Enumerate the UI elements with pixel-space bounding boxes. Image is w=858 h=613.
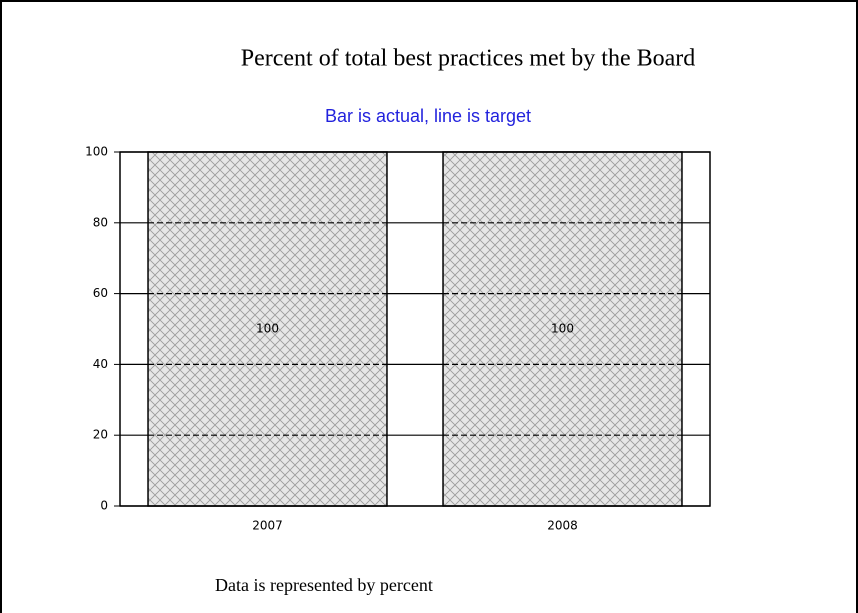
- y-tick-label: 80: [93, 215, 108, 229]
- x-tick-label: 2008: [547, 519, 578, 533]
- y-tick-label: 60: [93, 286, 108, 300]
- chart-title: Percent of total best practices met by t…: [241, 46, 696, 72]
- y-tick-label: 20: [93, 428, 108, 442]
- value-label: 100: [551, 322, 574, 336]
- y-tick-label: 0: [100, 499, 108, 513]
- plot-frame: [119, 151, 711, 507]
- footnote: Data is represented by percent: [215, 575, 433, 595]
- value-label: 100: [256, 322, 279, 336]
- x-tick-label: 2007: [252, 519, 283, 533]
- chart-subtitle: Bar is actual, line is target: [325, 106, 531, 126]
- bar: [147, 151, 388, 507]
- y-tick-label: 100: [85, 145, 108, 159]
- y-tick-label: 40: [93, 357, 108, 371]
